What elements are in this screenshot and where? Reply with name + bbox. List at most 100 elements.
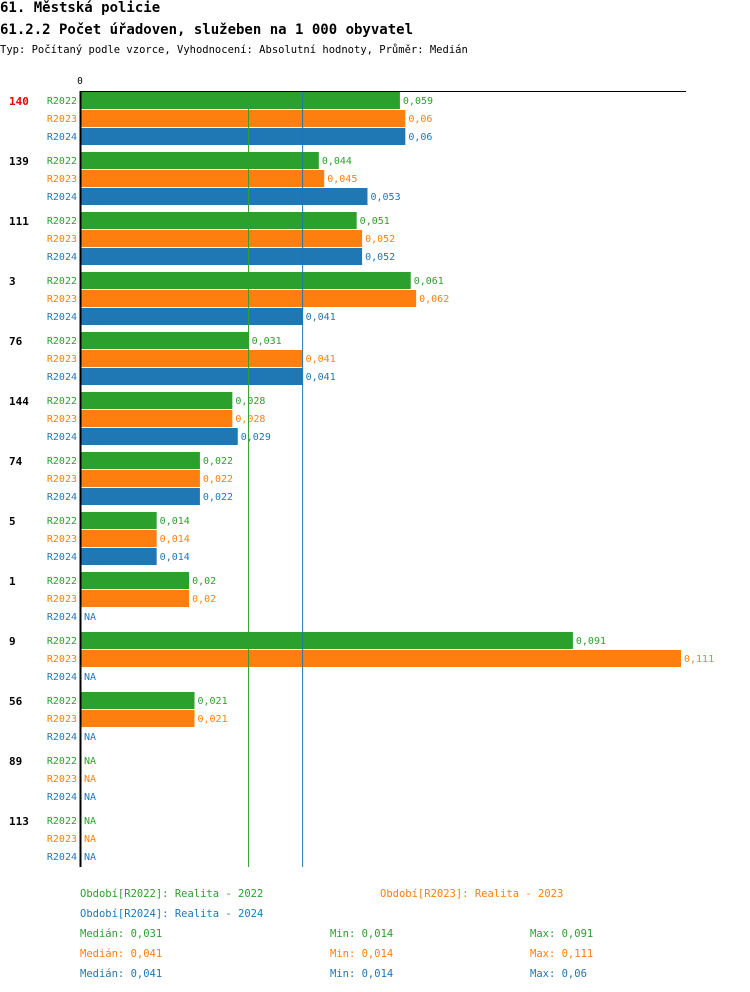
stat-max-r2024: Max: 0,06 (530, 968, 587, 980)
legend-r2022: Období[R2022]: Realita - 2022 (80, 888, 264, 900)
bar-111-R2024 (81, 248, 363, 265)
series-label-5-R2024: R2024 (47, 552, 77, 563)
stat-max-r2022: Max: 0,091 (530, 928, 594, 940)
legend-r2023: Období[R2023]: Realita - 2023 (380, 888, 564, 900)
bar-74-R2024 (81, 488, 200, 505)
bar-1-R2022 (81, 572, 190, 589)
data-label-9-R2023: 0,111 (684, 654, 714, 665)
bar-111-R2023 (81, 230, 363, 247)
bar-5-R2023 (81, 530, 157, 547)
series-label-3-R2023: R2023 (47, 294, 77, 305)
bar-9-R2023 (81, 650, 681, 667)
bar-139-R2023 (81, 170, 325, 187)
data-label-5-R2022: 0,014 (160, 516, 190, 527)
series-label-9-R2024: R2024 (47, 672, 77, 683)
data-label-1-R2023: 0,02 (192, 594, 216, 605)
data-label-74-R2022: 0,022 (203, 456, 233, 467)
series-label-139-R2023: R2023 (47, 174, 77, 185)
series-label-9-R2023: R2023 (47, 654, 77, 665)
stat-median-r2024: Medián: 0,041 (80, 968, 163, 980)
series-label-56-R2022: R2022 (47, 696, 77, 707)
data-label-76-R2022: 0,031 (252, 336, 282, 347)
category-label-111: 111 (9, 215, 29, 228)
data-label-56-R2022: 0,021 (198, 696, 228, 707)
series-label-144-R2023: R2023 (47, 414, 77, 425)
data-label-76-R2024: 0,041 (306, 372, 336, 383)
series-label-9-R2022: R2022 (47, 636, 77, 647)
data-label-139-R2022: 0,044 (322, 156, 352, 167)
data-label-3-R2022: 0,061 (414, 276, 444, 287)
series-label-3-R2022: R2022 (47, 276, 77, 287)
data-label-111-R2023: 0,052 (365, 234, 395, 245)
data-label-9-R2022: 0,091 (576, 636, 606, 647)
bar-76-R2023 (81, 350, 303, 367)
na-label-113-R2023: NA (84, 834, 96, 845)
na-label-56-R2024: NA (84, 732, 96, 743)
stat-median-r2022: Medián: 0,031 (80, 928, 163, 940)
data-label-5-R2023: 0,014 (160, 534, 190, 545)
na-label-1-R2024: NA (84, 612, 96, 623)
bar-144-R2023 (81, 410, 233, 427)
data-label-144-R2022: 0,028 (235, 396, 265, 407)
bar-144-R2024 (81, 428, 238, 445)
data-label-5-R2024: 0,014 (160, 552, 190, 563)
category-label-140: 140 (9, 95, 29, 108)
axis-zero-label: 0 (77, 76, 83, 87)
data-label-139-R2023: 0,045 (327, 174, 357, 185)
stat-min-r2022: Min: 0,014 (330, 928, 394, 940)
bar-74-R2022 (81, 452, 200, 469)
bar-56-R2023 (81, 710, 195, 727)
page-title: 61. Městská policie (0, 0, 161, 16)
data-label-3-R2023: 0,062 (419, 294, 449, 305)
data-label-139-R2024: 0,053 (370, 192, 400, 203)
data-label-140-R2022: 0,059 (403, 96, 433, 107)
series-label-3-R2024: R2024 (47, 312, 77, 323)
na-label-89-R2024: NA (84, 792, 96, 803)
bar-3-R2024 (81, 308, 303, 325)
series-label-1-R2023: R2023 (47, 594, 77, 605)
stat-median-r2023: Medián: 0,041 (80, 948, 163, 960)
series-label-56-R2023: R2023 (47, 714, 77, 725)
data-label-74-R2024: 0,022 (203, 492, 233, 503)
series-label-76-R2024: R2024 (47, 372, 77, 383)
category-label-144: 144 (9, 395, 29, 408)
bar-139-R2022 (81, 152, 319, 169)
series-label-89-R2024: R2024 (47, 792, 77, 803)
data-label-56-R2023: 0,021 (198, 714, 228, 725)
data-label-1-R2022: 0,02 (192, 576, 216, 587)
series-label-113-R2023: R2023 (47, 834, 77, 845)
bar-76-R2022 (81, 332, 249, 349)
series-label-89-R2022: R2022 (47, 756, 77, 767)
data-label-111-R2024: 0,052 (365, 252, 395, 263)
series-label-144-R2024: R2024 (47, 432, 77, 443)
series-label-1-R2022: R2022 (47, 576, 77, 587)
bar-140-R2022 (81, 92, 400, 109)
na-label-113-R2024: NA (84, 852, 96, 863)
series-label-111-R2022: R2022 (47, 216, 77, 227)
bar-9-R2022 (81, 632, 573, 649)
bar-5-R2022 (81, 512, 157, 529)
category-label-113: 113 (9, 815, 29, 828)
bar-139-R2024 (81, 188, 368, 205)
data-label-74-R2023: 0,022 (203, 474, 233, 485)
stat-min-r2024: Min: 0,014 (330, 968, 394, 980)
category-label-3: 3 (9, 275, 16, 288)
data-label-144-R2024: 0,029 (241, 432, 271, 443)
bar-3-R2022 (81, 272, 411, 289)
series-label-74-R2024: R2024 (47, 492, 77, 503)
bar-140-R2024 (81, 128, 406, 145)
na-label-89-R2023: NA (84, 774, 96, 785)
chart-meta: Typ: Počítaný podle vzorce, Vyhodnocení:… (0, 44, 468, 56)
bar-111-R2022 (81, 212, 357, 229)
bar-144-R2022 (81, 392, 233, 409)
series-label-139-R2022: R2022 (47, 156, 77, 167)
data-label-140-R2023: 0,06 (408, 114, 432, 125)
stat-max-r2023: Max: 0,111 (530, 948, 594, 960)
bar-56-R2022 (81, 692, 195, 709)
bar-140-R2023 (81, 110, 406, 127)
category-label-74: 74 (9, 455, 23, 468)
bar-5-R2024 (81, 548, 157, 565)
series-label-139-R2024: R2024 (47, 192, 77, 203)
series-label-74-R2022: R2022 (47, 456, 77, 467)
series-label-5-R2022: R2022 (47, 516, 77, 527)
